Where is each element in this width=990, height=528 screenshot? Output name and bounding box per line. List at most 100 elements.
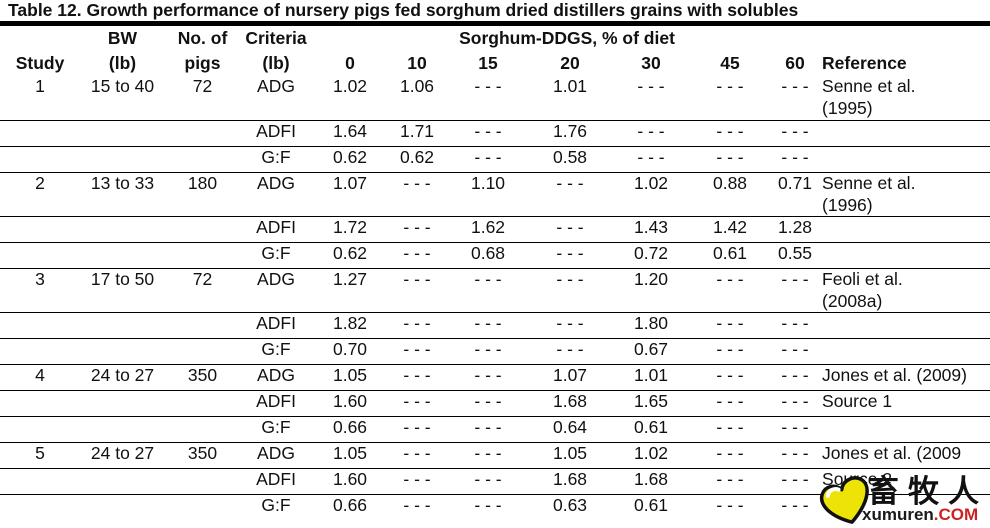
cell-reference: Senne et al. (1996): [822, 172, 990, 217]
table-row: ADFI 1.82- - -- - -- - -1.80- - -- - -: [0, 312, 990, 339]
cell-value-30: 1.65: [610, 390, 692, 417]
header-row-top: BW No. of Criteria Sorghum-DDGS, % of di…: [0, 26, 990, 50]
cell-bw: [80, 146, 165, 173]
cell-value-15: - - -: [446, 268, 530, 313]
header-bw: BW: [107, 27, 138, 48]
cell-study: 1: [0, 76, 80, 121]
cell-value-60: - - -: [768, 442, 823, 469]
cell-value-10: 1.71: [388, 120, 446, 147]
table-row: 4 24 to 27 350 ADG 1.05- - -- - -1.07 1.01- -…: [0, 364, 990, 391]
cell-pigs: [165, 216, 240, 243]
header-pigs: pigs: [184, 52, 221, 73]
cell-value-10: - - -: [388, 216, 446, 243]
table-body: 1 15 to 40 72 ADG 1.02 1.06- - -1.01- - -- - …: [0, 76, 990, 526]
cell-pigs: [165, 416, 240, 443]
table-title: Table 12. Growth performance of nursery …: [8, 0, 799, 20]
cell-bw: [80, 468, 165, 495]
table-row: 3 17 to 50 72 ADG 1.27- - -- - -- - -1.20- -…: [0, 268, 990, 313]
cell-reference: [822, 242, 990, 269]
cell-criteria: G:F: [240, 416, 312, 443]
cell-value-30: 1.02: [610, 442, 692, 469]
cell-value-45: - - -: [692, 468, 768, 495]
cell-value-20: - - -: [530, 216, 610, 243]
cell-value-0: 0.66: [332, 494, 368, 515]
cell-value-15: - - -: [446, 468, 530, 495]
cell-value-15: - - -: [474, 494, 502, 515]
cell-value-45: 1.42: [692, 216, 768, 243]
cell-bw: 15 to 40: [80, 76, 165, 121]
header-level-0: 0: [345, 52, 355, 73]
cell-study: 4: [0, 364, 80, 391]
cell-criteria: G:F: [240, 338, 312, 365]
cell-reference: [822, 338, 990, 365]
cell-criteria: ADG: [240, 364, 312, 391]
cell-reference: [822, 120, 990, 147]
header-level-15: 15: [478, 52, 498, 73]
cell-value-10: - - -: [388, 364, 446, 391]
cell-value-30: 0.67: [610, 338, 692, 365]
header-level-45: 45: [720, 52, 740, 73]
cell-bw: [80, 242, 165, 269]
cell-value-15: - - -: [446, 120, 530, 147]
cell-study: [0, 494, 80, 526]
reference-line-1: Source 2: [822, 468, 893, 489]
table-row: G:F 0.62- - -0.68- - -0.72 0.61 0.55: [0, 242, 990, 269]
reference-line-2: (1996): [822, 194, 873, 215]
cell-value-45: - - -: [692, 120, 768, 147]
cell-value-45: - - -: [692, 416, 768, 443]
cell-reference: Senne et al. (1995): [822, 76, 990, 121]
cell-value-0: 0.62: [312, 242, 388, 269]
header-spacer: [822, 26, 990, 50]
cell-bw: 24 to 27: [80, 442, 165, 469]
cell-criteria: ADFI: [240, 468, 312, 495]
table-row: 5 24 to 27 350 ADG 1.05- - -- - -1.05 1.02- -…: [0, 442, 990, 469]
cell-value-45: 0.88: [692, 172, 768, 217]
cell-criteria: ADG: [240, 442, 312, 469]
cell-value-20: 1.07: [530, 364, 610, 391]
cell-pigs: 180: [165, 172, 240, 217]
header-sorghum-ddgs-group: Sorghum-DDGS, % of diet: [459, 27, 675, 48]
cell-bw: 17 to 50: [80, 268, 165, 313]
cell-study: [0, 468, 80, 495]
cell-reference: [822, 216, 990, 243]
cell-reference: Jones et al. (2009): [822, 364, 990, 391]
cell-value-0: 1.02: [312, 76, 388, 121]
cell-criteria: ADFI: [240, 312, 312, 339]
cell-value-10: - - -: [388, 468, 446, 495]
header-study: Study: [15, 52, 65, 73]
cell-value-15: - - -: [446, 312, 530, 339]
cell-value-30: 1.02: [610, 172, 692, 217]
cell-value-60: - - -: [768, 312, 823, 339]
cell-value-20: - - -: [530, 172, 610, 217]
cell-reference: [822, 312, 990, 339]
cell-value-15: - - -: [446, 338, 530, 365]
cell-value-20: 1.76: [530, 120, 610, 147]
cell-value-60: - - -: [768, 338, 823, 365]
header-criteria: Criteria: [245, 27, 307, 48]
cell-value-20: 1.68: [530, 390, 610, 417]
cell-value-10: - - -: [388, 242, 446, 269]
reference-line-1: Jones et al. (2009: [822, 442, 962, 463]
cell-value-60: - - -: [768, 120, 823, 147]
table-row: ADFI 1.64 1.71- - -1.76- - -- - -- - -: [0, 120, 990, 147]
cell-value-10: - - -: [388, 416, 446, 443]
cell-value-45: - - -: [716, 494, 744, 515]
cell-criteria: G:F: [240, 242, 312, 269]
cell-value-30: 1.68: [610, 468, 692, 495]
reference-line-1: Feoli et al.: [822, 268, 903, 289]
cell-study: [0, 120, 80, 147]
table-row: G:F 0.70- - -- - -- - -0.67- - -- - -: [0, 338, 990, 365]
cell-value-30: 1.43: [610, 216, 692, 243]
cell-value-10: - - -: [388, 172, 446, 217]
header-level-30: 30: [641, 52, 661, 73]
reference-line-2: (2008a): [822, 290, 883, 311]
cell-value-0: 0.70: [312, 338, 388, 365]
cell-pigs: [165, 390, 240, 417]
cell-value-45: - - -: [692, 312, 768, 339]
cell-value-0: 1.05: [312, 364, 388, 391]
cell-value-45: - - -: [692, 364, 768, 391]
cell-value-10: - - -: [388, 268, 446, 313]
cell-value-30: 1.01: [610, 364, 692, 391]
cell-criteria: G:F: [240, 146, 312, 173]
